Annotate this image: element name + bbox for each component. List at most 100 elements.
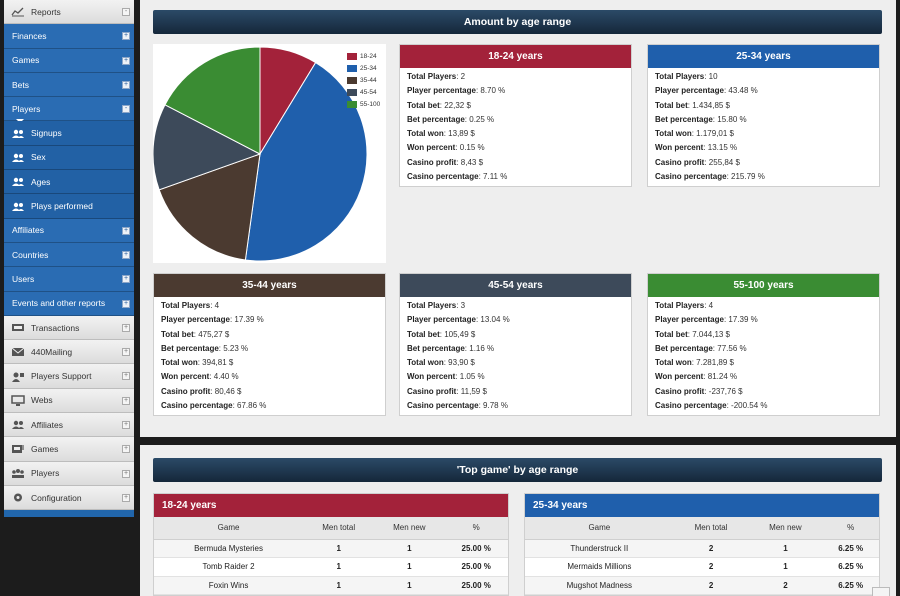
legend-swatch [347,52,357,60]
stat-total-players: Total Players: 4 [655,301,714,310]
sidebar-item-plays-performed[interactable]: Plays performed [4,194,134,219]
column-header[interactable]: Men total [673,517,749,540]
expand-icon[interactable]: + [122,299,130,308]
pie-slice-25-34[interactable] [244,61,368,262]
table-cell: 1 [374,557,445,577]
sidebar-item-label: Sex [31,152,46,163]
table-cell: 1 [374,576,445,595]
stat-total-bet: Total bet: 475,27 $ [161,329,230,339]
sidebar-item-countries[interactable]: Countries + [4,242,134,268]
sidebar-item-signups[interactable]: Signups [4,121,134,146]
collapse-icon[interactable]: - [122,8,130,16]
expand-icon[interactable]: + [122,226,130,235]
expand-icon[interactable]: + [122,275,130,284]
legend-label: 25-34 [360,64,377,72]
sidebar-item-affiliates[interactable]: Affiliates + [4,413,134,438]
table-cell: 6.25 % [822,576,879,595]
stat-bet-percentage: Bet percentage: 15.80 % [655,114,747,124]
sidebar-item-label: Reports [31,6,61,17]
stat-won-percent: Won percent: 81.24 % [655,372,738,382]
sidebar-item-440mailing[interactable]: 440Mailing + [4,340,134,365]
column-header[interactable]: Men total [303,517,375,540]
expand-icon[interactable]: + [122,469,130,478]
legend-item-18-24: 18-24 [347,50,380,62]
expand-icon[interactable]: + [122,396,130,405]
age-card-35-44: 35-44 years Total Players: 4 Player percen… [153,273,386,417]
table-row: Thunderstruck II 2 1 6.25 % [525,539,879,558]
expand-icon[interactable]: + [122,348,130,357]
sidebar-item-transactions[interactable]: Transactions + [4,315,134,341]
stat-bet-percentage: Bet percentage: 1.16 % [407,343,495,353]
sidebar-item-sex[interactable]: Sex [4,145,134,171]
sidebar-item-configuration[interactable]: Configuration + [4,485,134,511]
sidebar-item-games[interactable]: Games + [4,437,134,462]
sidebar-item-reports[interactable]: Reports - [4,0,134,25]
table-cell: Thunderstruck II [525,539,674,558]
users-icon [11,419,25,431]
sidebar-item-label: Bets [12,79,30,90]
stat-casino-percentage: Casino percentage: 7.11 % [407,172,508,182]
stat-player-percentage: Player percentage: 13.04 % [407,315,510,325]
column-header[interactable]: Men new [748,517,823,540]
sidebar-item-bets[interactable]: Bets + [4,72,134,98]
sidebar-item-label: Affiliates [31,419,63,430]
sidebar-item-users[interactable]: Users + [4,267,134,292]
scroll-up-button[interactable] [872,587,890,596]
sidebar-item-label: Signups [31,128,62,139]
sidebar-item-label: Plays performed [31,201,93,212]
sidebar-item-finances[interactable]: Finances + [4,24,134,49]
table-cell: 1 [748,539,823,558]
expand-icon[interactable]: + [122,372,130,381]
expand-icon[interactable]: + [122,250,130,259]
collapse-icon[interactable]: - [122,105,130,114]
table-cell: 1 [374,539,445,558]
pie-slice-45-54[interactable] [152,104,262,191]
expand-icon[interactable]: + [122,56,130,65]
sidebar-item-label: Players [12,103,41,114]
sidebar-item-ages[interactable]: Ages [4,170,134,195]
legend-item-35-44: 35-44 [347,74,380,86]
stat-casino-profit: Casino profit: 80,46 $ [161,386,242,396]
pie-slice-35-44[interactable] [158,153,261,261]
table-row: Foxin Wins 1 1 25.00 % [154,576,508,595]
top-game-table-25-34: 25-34 years Game Men total Men new% Thunders… [524,493,880,596]
table-cell: 6.25 % [822,557,879,577]
table-cell: Mermaids Millions [525,557,674,577]
sidebar-item-label: Events and other reports [12,298,106,309]
legend-label: 55-100 [360,100,381,108]
sidebar-item-label: 440Mailing [31,346,73,357]
expand-icon[interactable]: + [122,493,130,502]
legend-item-25-34: 25-34 [347,62,380,74]
sidebar-item-games[interactable]: Games + [4,48,134,73]
column-header[interactable]: Game [154,517,304,540]
table-cell: 2 [748,576,823,595]
expand-icon[interactable]: + [122,445,130,454]
age-card-title: 35-44 years [154,274,385,297]
column-header[interactable]: % [444,517,508,540]
age-pie-chart: 18-24 25-34 35-44 45-54 55-100 [152,44,386,263]
column-header[interactable]: Men new [374,517,445,540]
column-header[interactable]: % [822,517,879,540]
stat-player-percentage: Player percentage: 17.39 % [161,315,264,325]
stat-total-players: Total Players: 2 [407,72,466,81]
expand-icon[interactable]: + [122,32,130,41]
table-cell: 1 [303,539,375,558]
table-cell: Tomb Raider 2 [154,557,304,577]
pie-slice-55-100[interactable] [164,46,261,155]
table-row: Bermuda Mysteries 1 1 25.00 % [154,539,508,558]
stat-casino-percentage: Casino percentage: -200.54 % [655,401,768,411]
expand-icon[interactable]: + [122,80,130,89]
sidebar-item-players[interactable]: Players - [4,97,134,124]
table-cell: 1 [303,557,375,577]
users-icon [11,127,25,139]
sidebar-item-players-support[interactable]: Players Support + [4,364,134,389]
top-game-section-title: 'Top game' by age range [153,458,882,482]
sidebar-item-webs[interactable]: Webs + [4,388,134,414]
sidebar-item-events-and-other-reports[interactable]: Events and other reports + [4,291,134,316]
sidebar-item-players[interactable]: Players + [4,461,134,486]
expand-icon[interactable]: + [122,421,130,430]
table-cell: 25.00 % [444,539,508,558]
sidebar-item-affiliates[interactable]: Affiliates + [4,218,134,243]
expand-icon[interactable]: + [122,323,130,332]
column-header[interactable]: Game [525,517,674,540]
